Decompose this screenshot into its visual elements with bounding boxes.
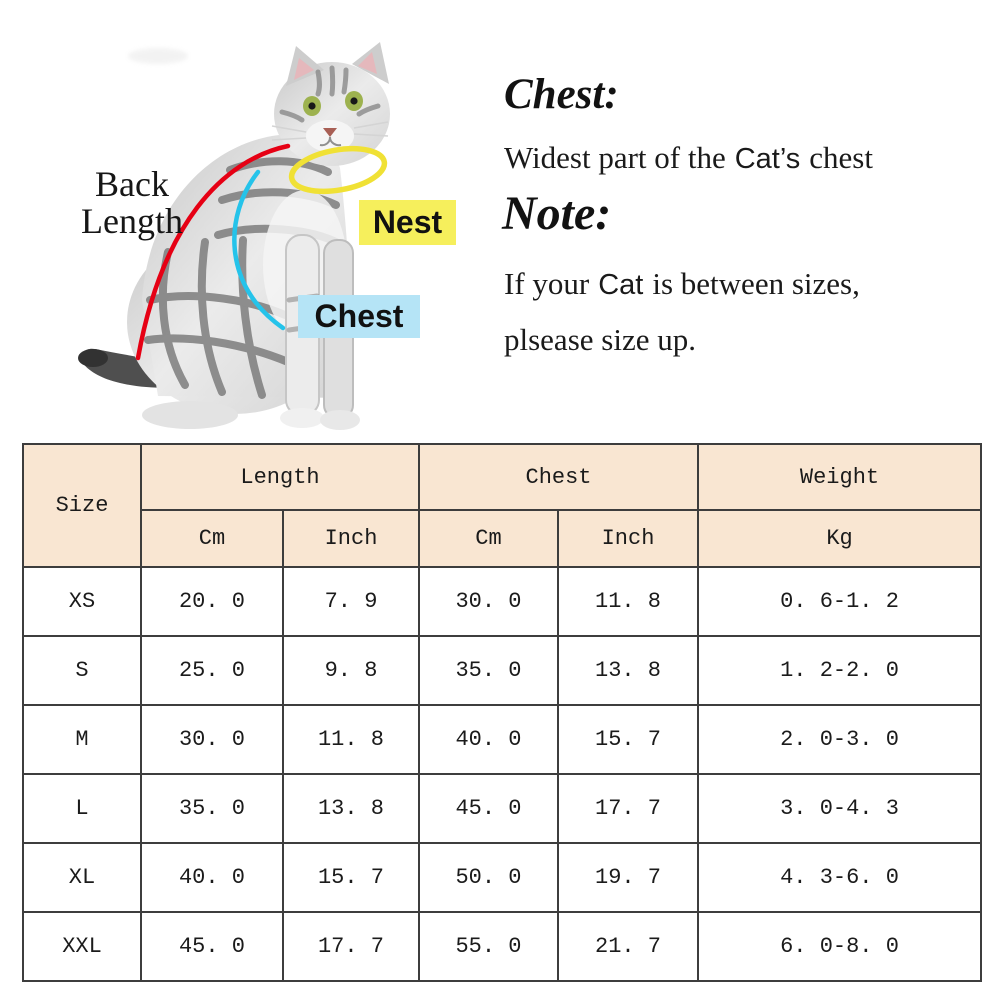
chest-inch-cell: 13. 8 — [556, 635, 700, 706]
note-line1-suffix: is between sizes, — [652, 266, 860, 301]
size-cell: L — [22, 773, 142, 844]
watermark-smudge — [128, 48, 188, 64]
table-row-m: M 30. 0 11. 8 40. 0 15. 7 2. 0-3. 0 — [22, 704, 983, 775]
weight-kg-cell: 4. 3-6. 0 — [697, 842, 983, 913]
weight-kg-cell: 6. 0-8. 0 — [697, 911, 983, 982]
header-length: Length — [140, 443, 420, 511]
chest-heading: Chest: — [504, 71, 619, 118]
chest-inch-cell: 17. 7 — [556, 773, 700, 844]
length-inch-cell: 17. 7 — [282, 911, 420, 982]
length-cm-cell: 35. 0 — [140, 773, 284, 844]
length-cm-cell: 45. 0 — [140, 911, 284, 982]
note-line1-prefix: If your — [504, 266, 590, 301]
chest-desc-prefix: Widest part of the — [504, 140, 726, 175]
length-inch-cell: 15. 7 — [282, 842, 420, 913]
chest-inch-cell: 11. 8 — [556, 566, 700, 637]
size-table: Size Length Chest Weight Cm Inch Cm Inch… — [22, 443, 983, 982]
length-cm-cell: 25. 0 — [140, 635, 284, 706]
header-chest: Chest — [417, 443, 700, 511]
chest-cm-cell: 30. 0 — [418, 566, 559, 637]
chest-inch-cell: 21. 7 — [556, 911, 700, 982]
weight-kg-cell: 1. 2-2. 0 — [697, 635, 983, 706]
length-cm-cell: 20. 0 — [140, 566, 284, 637]
size-cell: M — [22, 704, 142, 775]
size-cell: XXL — [22, 911, 142, 982]
back-length-line2: Length — [81, 200, 183, 241]
weight-kg-cell: 0. 6-1. 2 — [697, 566, 983, 637]
chest-inch-cell: 19. 7 — [556, 842, 700, 913]
note-line2: plsease size up. — [504, 322, 696, 357]
note-heading: Note: — [502, 187, 612, 240]
chest-cm-cell: 50. 0 — [418, 842, 559, 913]
table-row-s: S 25. 0 9. 8 35. 0 13. 8 1. 2-2. 0 — [22, 635, 983, 706]
measurement-lines — [135, 143, 388, 361]
chest-desc-suffix: chest — [809, 140, 873, 175]
length-inch-cell: 7. 9 — [282, 566, 420, 637]
length-inch-cell: 11. 8 — [282, 704, 420, 775]
size-cell: XS — [22, 566, 142, 637]
header-chest-cm: Cm — [418, 509, 559, 568]
chest-description: Widest part of the Cat’s chest — [504, 140, 873, 176]
length-cm-cell: 30. 0 — [140, 704, 284, 775]
header-weight-kg: Kg — [697, 509, 983, 568]
note-line1-cat: Cat — [598, 269, 644, 301]
header-length-inch: Inch — [282, 509, 420, 568]
neck-ring — [288, 145, 388, 195]
chest-desc-cat: Cat’s — [734, 143, 801, 175]
weight-kg-cell: 3. 0-4. 3 — [697, 773, 983, 844]
header-size: Size — [22, 443, 142, 568]
weight-kg-cell: 2. 0-3. 0 — [697, 704, 983, 775]
chest-cm-cell: 55. 0 — [418, 911, 559, 982]
size-cell: XL — [22, 842, 142, 913]
chest-cm-cell: 40. 0 — [418, 704, 559, 775]
nest-label: Nest — [359, 200, 456, 245]
header-weight: Weight — [697, 443, 983, 511]
chest-label: Chest — [298, 295, 420, 338]
chest-cm-cell: 45. 0 — [418, 773, 559, 844]
size-cell: S — [22, 635, 142, 706]
length-inch-cell: 13. 8 — [282, 773, 420, 844]
back-length-label: Back Length — [68, 166, 196, 239]
table-row-xs: XS 20. 0 7. 9 30. 0 11. 8 0. 6-1. 2 — [22, 566, 983, 637]
back-length-line1: Back — [95, 164, 169, 204]
table-row-l: L 35. 0 13. 8 45. 0 17. 7 3. 0-4. 3 — [22, 773, 983, 844]
note-line1: If your Cat is between sizes, — [504, 266, 860, 302]
length-inch-cell: 9. 8 — [282, 635, 420, 706]
table-row-xl: XL 40. 0 15. 7 50. 0 19. 7 4. 3-6. 0 — [22, 842, 983, 913]
header-chest-inch: Inch — [556, 509, 700, 568]
table-row-xxl: XXL 45. 0 17. 7 55. 0 21. 7 6. 0-8. 0 — [22, 911, 983, 982]
chest-cm-cell: 35. 0 — [418, 635, 559, 706]
length-cm-cell: 40. 0 — [140, 842, 284, 913]
chest-line — [232, 169, 286, 331]
header-length-cm: Cm — [140, 509, 284, 568]
back-length-line — [135, 143, 291, 361]
chest-inch-cell: 15. 7 — [556, 704, 700, 775]
